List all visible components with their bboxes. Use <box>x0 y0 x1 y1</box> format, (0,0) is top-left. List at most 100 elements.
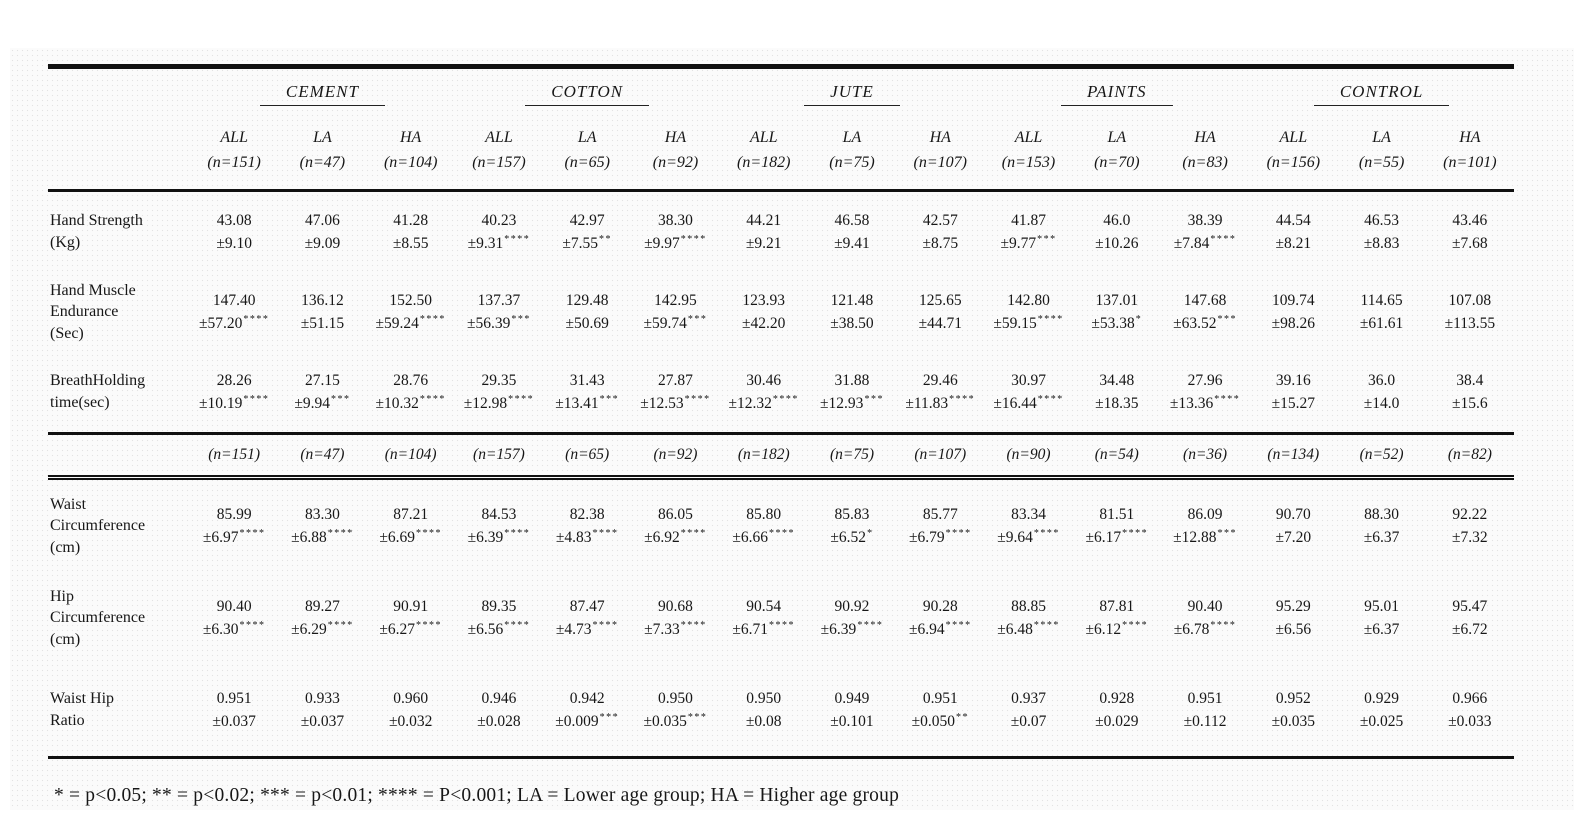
significance-stars: **** <box>508 394 535 405</box>
value-cell-rs20c12: 90.70 ±7.20 <box>1249 478 1337 573</box>
sd-value: ±14.0 <box>1363 395 1400 412</box>
group-label: COTTON <box>525 76 650 106</box>
significance-stars: *** <box>864 394 884 405</box>
sd-value: ±6.48**** <box>997 620 1060 638</box>
sd-value: ±6.92**** <box>644 528 707 546</box>
subcol-label: LA <box>842 129 862 147</box>
significance-stars: **** <box>415 528 442 539</box>
sd-value: ±9.41 <box>834 235 870 252</box>
sd-value: ±9.77*** <box>1000 234 1057 252</box>
sd-value: ±7.32 <box>1452 529 1488 546</box>
significance-stars: *** <box>1217 314 1237 325</box>
value-cell-rs21c4: 87.47 ±4.73**** <box>543 572 631 664</box>
significance-stars: * <box>1135 314 1143 325</box>
mean-value: 123.93 <box>742 291 786 309</box>
sd-value: ±0.025 <box>1359 713 1404 730</box>
sd-value: ±59.15**** <box>993 314 1064 332</box>
significance-stars: **** <box>772 394 799 405</box>
mean-value: 43.46 <box>1452 211 1488 229</box>
mean-value: 0.929 <box>1364 689 1400 707</box>
sd-value: ±9.21 <box>745 235 782 252</box>
group-label: PAINTS <box>1061 76 1173 106</box>
significance-stars: **** <box>684 394 711 405</box>
mean-value: 0.949 <box>834 689 870 707</box>
value-cell-rs12c1: 27.15 ±9.94*** <box>278 352 366 434</box>
value-cell-rs12c0: 28.26 ±10.19**** <box>190 352 278 434</box>
mean-value: 0.960 <box>393 689 429 707</box>
significance-stars: **** <box>1210 620 1237 631</box>
value-cell-rs20c6: 85.80 ±6.66**** <box>720 478 808 573</box>
row-label: Waist Hip Ratio <box>50 690 115 729</box>
sd-value: ±51.15 <box>300 315 345 332</box>
sd-value: ±8.55 <box>392 235 429 252</box>
mean-value: 142.95 <box>654 291 697 309</box>
value-cell-rs11c2: 152.50 ±59.24**** <box>367 272 455 352</box>
sd-value: ±8.75 <box>922 235 959 252</box>
mean-value: 29.35 <box>481 371 517 389</box>
sd-value: ±0.035 <box>1271 713 1316 730</box>
sd-value: ±4.73**** <box>555 620 619 638</box>
value-cell-rs22c3: 0.946 ±0.028 <box>455 664 543 758</box>
significance-stars: **** <box>504 528 531 539</box>
value-cell-rs22c9: 0.937 ±0.07 <box>984 664 1072 758</box>
significance-stars: **** <box>504 620 531 631</box>
mean-value: 30.97 <box>1011 371 1046 389</box>
value-cell-rs21c5: 90.68 ±7.33**** <box>631 572 719 664</box>
sd-value: ±16.44**** <box>993 394 1064 412</box>
value-cell-rs10c6: 44.21 ±9.21 <box>720 191 808 273</box>
value-cell-rs11c1: 136.12 ±51.15 <box>278 272 366 352</box>
mean-value: 89.27 <box>304 597 340 615</box>
value-cell-rs22c13: 0.929 ±0.025 <box>1337 664 1425 758</box>
mean-value: 36.0 <box>1368 371 1396 389</box>
sd-value: ±6.37 <box>1363 621 1400 638</box>
subcol-header-all: ALL (n=151) <box>190 113 279 192</box>
sd-value: ±6.79**** <box>908 528 972 546</box>
value-cell-rs10c7: 46.58 ±9.41 <box>808 191 896 273</box>
sd-value: ±15.27 <box>1271 395 1316 412</box>
mean-value: 0.937 <box>1011 689 1046 707</box>
sd-value: ±7.68 <box>1452 235 1488 252</box>
sd-value: ±6.17**** <box>1085 528 1149 546</box>
sd-value: ±57.20**** <box>198 314 270 332</box>
value-cell-rs20c4: 82.38 ±4.83**** <box>543 478 631 573</box>
sd-value: ±10.32**** <box>375 394 446 412</box>
value-cell-rs20c1: 83.30 ±6.88**** <box>278 478 366 573</box>
mean-value: 0.951 <box>216 689 252 707</box>
mean-value: 95.29 <box>1275 597 1311 615</box>
sd-value: ±6.27**** <box>379 620 442 638</box>
scanned-page: CEMENT COTTON JUTE PAINTS CONTROL ALL (n=151) L… <box>10 48 1574 810</box>
mean-value: 44.54 <box>1275 211 1311 229</box>
mean-value: 39.16 <box>1275 371 1311 389</box>
mean-value: 90.70 <box>1275 505 1311 523</box>
group-header-control: CONTROL <box>1249 67 1514 114</box>
mean-value: 27.96 <box>1187 371 1223 389</box>
sd-value: ±6.71**** <box>732 620 796 638</box>
subcol-label: ALL <box>485 129 513 147</box>
mean-value: 83.34 <box>1011 505 1046 523</box>
sd-value: ±12.32**** <box>728 394 799 412</box>
value-cell-rs20c10: 81.51 ±6.17**** <box>1073 478 1161 573</box>
value-cell-rs11c11: 147.68 ±63.52*** <box>1161 272 1249 352</box>
group-header-paints: PAINTS <box>984 67 1249 114</box>
value-cell-rs20c7: 85.83 ±6.52* <box>808 478 896 573</box>
sd-value: ±6.37 <box>1363 529 1400 546</box>
subcol-header-la: LA (n=55) <box>1337 113 1426 192</box>
mean-value: 86.09 <box>1187 505 1223 523</box>
group-label: CONTROL <box>1313 76 1450 106</box>
value-cell-rs22c8: 0.951 ±0.050** <box>896 664 984 758</box>
mean-value: 0.951 <box>922 689 958 707</box>
mean-value: 147.40 <box>212 291 256 309</box>
sd-value: ±13.36**** <box>1169 394 1241 412</box>
sd-value: ±6.94**** <box>908 620 972 638</box>
significance-stars: **** <box>1033 620 1060 631</box>
value-cell-rs20c13: 88.30 ±6.37 <box>1337 478 1425 573</box>
sample-size-cell: (n=52) <box>1337 432 1426 480</box>
subcol-n: (n=151) <box>207 154 261 171</box>
mean-value: 28.26 <box>216 371 252 389</box>
value-cell-rs21c9: 88.85 ±6.48**** <box>984 572 1072 664</box>
sample-size-cell: (n=107) <box>896 432 985 480</box>
subcol-label: LA <box>1107 129 1127 147</box>
mean-value: 27.87 <box>658 371 693 389</box>
significance-stars: **** <box>327 528 354 539</box>
mean-value: 86.05 <box>658 505 693 523</box>
